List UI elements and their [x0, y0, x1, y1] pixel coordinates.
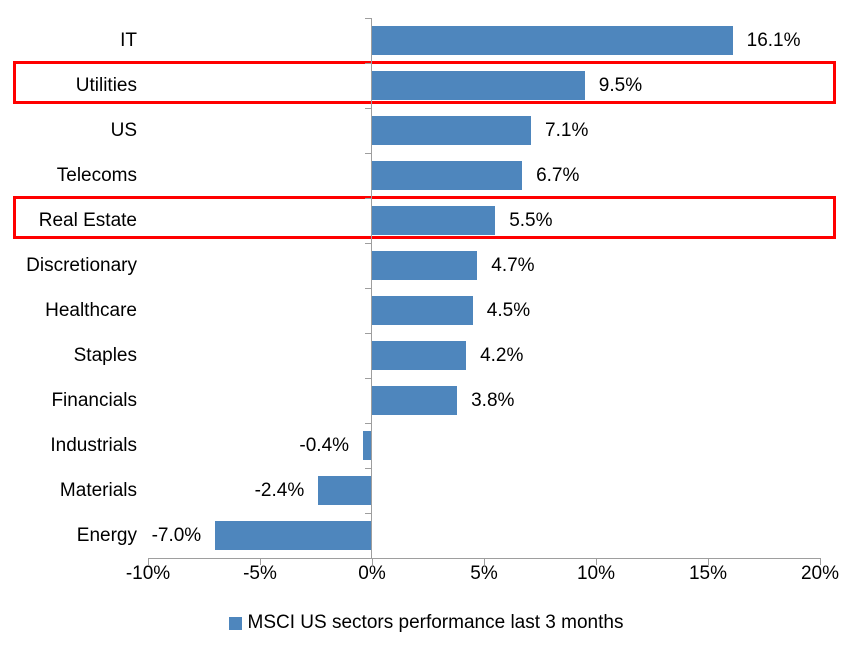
value-label: 9.5%	[598, 75, 643, 96]
value-axis-tick	[820, 558, 821, 565]
value-label: 7.1%	[545, 120, 589, 141]
value-label: 4.7%	[491, 255, 535, 276]
value-axis-tick-label: 15%	[688, 563, 728, 584]
legend-label: MSCI US sectors performance last 3 month…	[247, 612, 624, 633]
value-label: 4.2%	[480, 345, 524, 366]
bar	[372, 251, 478, 280]
bar	[318, 476, 372, 505]
category-axis-tick	[365, 243, 371, 244]
value-label: 5.5%	[509, 210, 553, 231]
bar	[372, 161, 523, 190]
category-axis-tick	[365, 153, 371, 154]
category-label: Staples	[73, 345, 137, 366]
category-axis-tick	[365, 513, 371, 514]
value-label: 16.1%	[746, 30, 801, 51]
bar	[215, 521, 372, 550]
bar	[372, 116, 532, 145]
value-axis-tick-label: -10%	[125, 563, 171, 584]
category-label: Materials	[59, 480, 137, 501]
bar	[372, 26, 733, 55]
highlight-box-real-estate	[13, 196, 836, 239]
category-axis-tick	[365, 18, 371, 19]
bar	[372, 386, 458, 415]
value-axis-tick	[260, 558, 261, 565]
category-label: Real Estate	[38, 210, 137, 231]
category-axis-tick	[365, 333, 371, 334]
bar	[372, 71, 585, 100]
value-axis-tick-label: 20%	[800, 563, 840, 584]
value-axis-tick	[372, 558, 373, 565]
category-label: Energy	[76, 525, 137, 546]
category-label: IT	[120, 30, 137, 51]
value-label: -7.0%	[151, 525, 202, 546]
value-axis-tick-label: -5%	[243, 563, 277, 584]
legend: MSCI US sectors performance last 3 month…	[0, 608, 852, 638]
value-axis-tick	[708, 558, 709, 565]
category-label: Discretionary	[26, 255, 137, 276]
category-axis-tick	[365, 198, 371, 199]
category-label: Utilities	[75, 75, 137, 96]
bar	[372, 296, 473, 325]
value-label: -2.4%	[254, 480, 305, 501]
category-axis-tick	[365, 423, 371, 424]
value-axis-tick	[148, 558, 149, 565]
value-axis-tick	[596, 558, 597, 565]
category-label: Telecoms	[56, 165, 137, 186]
value-label: 3.8%	[471, 390, 515, 411]
category-axis-tick	[365, 468, 371, 469]
bar	[372, 206, 496, 235]
value-axis-tick-label: 10%	[576, 563, 616, 584]
value-axis-tick	[484, 558, 485, 565]
value-label: -0.4%	[299, 435, 350, 456]
value-label: 4.5%	[486, 300, 531, 321]
category-label: Industrials	[50, 435, 137, 456]
category-label: Financials	[51, 390, 137, 411]
category-axis-line	[371, 18, 372, 558]
value-axis-tick-label: 5%	[470, 563, 498, 584]
category-axis-tick	[365, 288, 371, 289]
value-label: 6.7%	[536, 165, 580, 186]
category-label: Healthcare	[45, 300, 137, 321]
legend-marker-icon	[228, 616, 242, 630]
category-label: US	[110, 120, 137, 141]
value-axis-tick-label: 0%	[358, 563, 386, 584]
category-axis-tick	[365, 378, 371, 379]
category-axis-tick	[365, 63, 371, 64]
highlight-box-utilities	[13, 61, 836, 104]
bar	[363, 431, 372, 460]
bar	[372, 341, 467, 370]
category-axis-tick	[365, 108, 371, 109]
